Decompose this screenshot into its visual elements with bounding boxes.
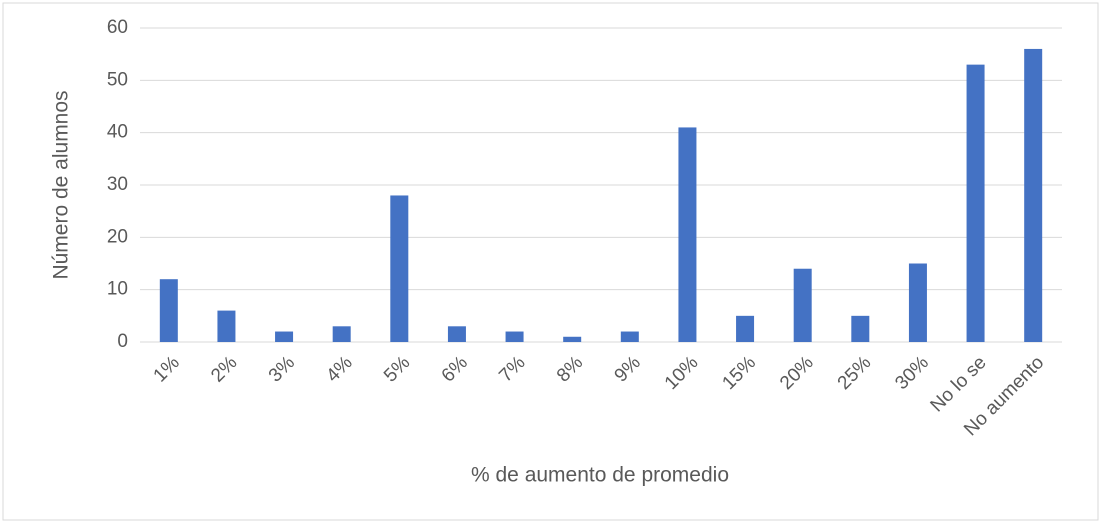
bar: [908, 263, 927, 342]
bar: [217, 310, 236, 342]
bar: [620, 331, 639, 342]
bar: [447, 326, 466, 342]
y-tick-label: 60: [107, 17, 128, 38]
bar: [275, 331, 294, 342]
bar: [390, 195, 409, 342]
y-tick-label: 10: [107, 279, 128, 300]
bar: [851, 315, 870, 342]
bar: [678, 127, 697, 342]
bar: [1024, 48, 1043, 342]
x-axis-title: % de aumento de promedio: [471, 464, 729, 487]
y-tick-label: 20: [107, 226, 128, 247]
bar: [793, 268, 812, 342]
y-tick-label: 40: [107, 122, 128, 143]
y-tick-label: 30: [107, 174, 128, 195]
y-tick-label: 0: [117, 331, 128, 352]
bar: [966, 64, 985, 342]
bar: [505, 331, 524, 342]
bar: [332, 326, 351, 342]
bar: [159, 279, 178, 342]
bar: [736, 315, 755, 342]
y-axis-title: Número de alumnos: [50, 90, 73, 279]
y-tick-label: 50: [107, 69, 128, 90]
bar: [563, 336, 582, 342]
